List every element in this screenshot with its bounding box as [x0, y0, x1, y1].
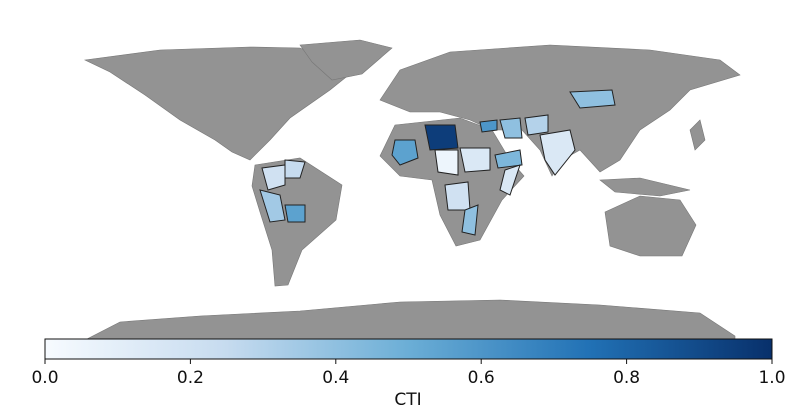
country: [569, 89, 616, 109]
country: [261, 164, 286, 191]
colorbar-tick-label: 0.0: [31, 368, 58, 388]
country: [259, 189, 286, 223]
greenland: [299, 39, 393, 81]
country: [499, 164, 521, 196]
country: [284, 204, 306, 223]
colorbar-tick-label: 1.0: [758, 368, 785, 388]
north-america: [83, 46, 371, 161]
land: [83, 39, 741, 341]
country: [539, 129, 576, 176]
country: [424, 124, 459, 151]
country: [494, 149, 523, 169]
colorbar-tick-label: 0.4: [322, 368, 349, 388]
colorbar: [44, 338, 773, 360]
country: [524, 114, 549, 136]
country: [391, 139, 419, 166]
islands: [599, 119, 706, 197]
country: [461, 204, 479, 236]
country: [499, 117, 523, 139]
colorbar-tick-label: 0.6: [468, 368, 495, 388]
country: [284, 159, 306, 179]
colorbar-tick-label: 0.8: [613, 368, 640, 388]
country: [479, 119, 498, 133]
country: [434, 149, 459, 176]
australia: [604, 195, 697, 257]
colorbar-label: CTI: [394, 390, 421, 410]
colorbar-tick-label: 0.2: [177, 368, 204, 388]
country: [444, 181, 471, 211]
regions: [259, 89, 616, 236]
antarctica: [84, 299, 736, 341]
country: [459, 147, 491, 173]
